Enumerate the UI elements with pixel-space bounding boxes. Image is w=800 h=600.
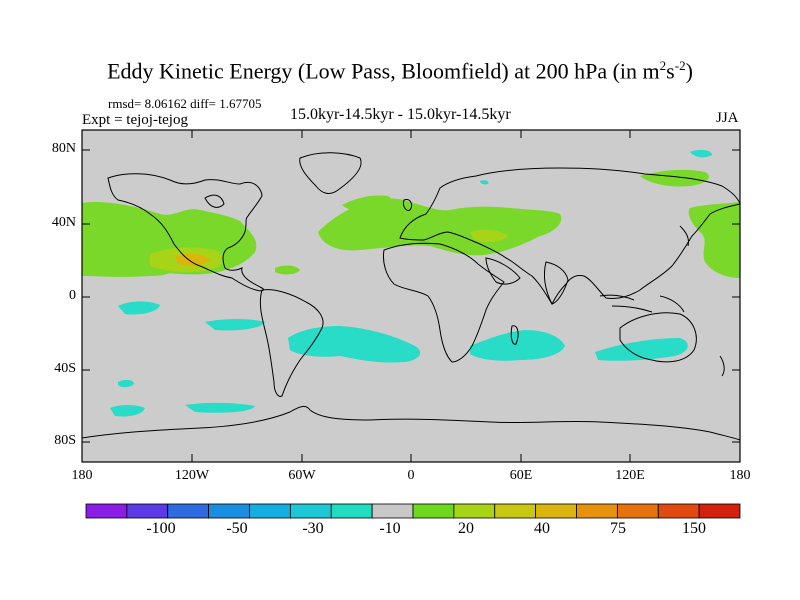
y-label-40s: 40S [54,361,76,376]
x-label-120w: 120W [174,468,210,483]
coast-greenland [299,152,362,194]
stats-text: rmsd= 8.06162 diff= 1.67705 [108,96,262,111]
chart-title: Eddy Kinetic Energy (Low Pass, Bloomfiel… [107,58,693,84]
colorbar-swatch [657,503,700,519]
coast-south-america [259,289,324,397]
colorbar-swatch [453,503,496,519]
colorbar-swatch [208,503,250,519]
coast-arabia [485,257,521,285]
x-label-180e: 180 [729,468,751,483]
colorbar-label-150: 150 [682,520,706,537]
colorbar-label-neg50: -50 [226,520,248,537]
x-label-60w: 60W [288,468,316,483]
contour-fills [82,149,740,417]
coast-africa [383,242,505,363]
coast-australia [619,312,697,363]
negative-region-south-pacific-4 [110,405,145,417]
coast-madagascar [510,325,519,345]
colorbar-swatch [167,503,210,519]
coast-antarctica [82,405,740,441]
negative-region-south-atlantic [288,326,421,363]
experiment-label: Expt = tejoj-tejog [82,112,188,128]
negative-region-south-pacific-3 [118,379,134,388]
coast-indonesia [599,294,685,313]
coast-uk [403,199,413,211]
y-label-80s: 80S [54,433,76,448]
negative-region-south-pacific-2 [205,319,265,331]
colorbar-swatch [698,503,741,519]
colorbar-swatch [371,503,414,519]
colorbar-swatch [535,503,577,519]
colorbar-swatch [85,503,128,519]
period-label: 15.0kyr-14.5kyr - 15.0kyr-14.5kyr [290,106,511,123]
colorbar-swatch [126,503,169,519]
positive-region-caribbean [275,265,300,275]
colorbar-swatch [249,503,291,519]
colorbar-swatch [616,503,659,519]
positive-region-west-pacific [688,202,740,278]
coast-hudson [204,194,225,208]
colorbar-label-neg100: -100 [146,520,176,537]
season-label: JJA [716,110,739,126]
negative-region-arctic [690,149,712,158]
colorbar-swatch [289,503,332,519]
coast-india [543,261,569,305]
colorbar-label-20: 20 [458,520,474,537]
coast-north-america [107,173,265,292]
y-label-0: 0 [69,288,76,303]
colorbar-label-neg30: -30 [302,520,324,537]
y-label-40n: 40N [51,215,76,230]
negative-region-indian-west [470,330,565,361]
coast-eurasia [399,167,740,306]
y-label-80n: 80N [51,141,76,156]
x-label-60e: 60E [509,468,533,483]
negative-region-south-pacific-5 [185,402,255,413]
positive-region-atlantic-eurasia [318,198,562,256]
peak-region-mexico [175,253,210,267]
colorbar-swatch [330,503,373,519]
strong-region-mediterranean [470,229,508,243]
positive-region-north-atlantic [342,195,392,213]
colorbar-swatch [412,503,455,519]
negative-region-south-pacific-1 [118,301,160,315]
positive-region-arctic [640,169,710,187]
x-label-0: 0 [407,468,415,483]
colorbar-swatch [576,503,618,519]
x-label-180w: 180 [71,468,93,483]
colorbar-label-40: 40 [534,520,550,537]
colorbar [85,503,741,519]
axis-ticks [82,130,740,462]
map-background [82,130,740,462]
colorbar-label-neg10: -10 [379,520,401,537]
coastlines [82,152,740,441]
x-label-120e: 120E [615,468,645,483]
coast-japan [679,225,689,247]
colorbar-swatch [494,503,537,519]
negative-region-indian-east [595,338,688,361]
coast-new-zealand [719,355,725,377]
colorbar-label-75: 75 [610,520,626,537]
negative-region-iceland [480,180,489,185]
